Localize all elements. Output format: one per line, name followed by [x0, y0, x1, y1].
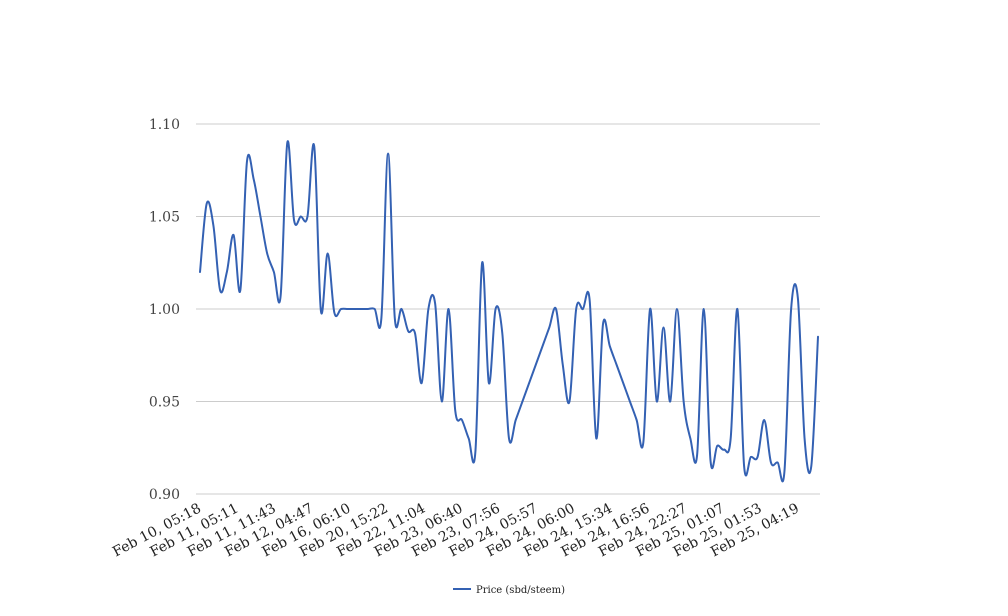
series-layer — [199, 140, 819, 483]
y-tick-label: 1.10 — [149, 117, 180, 133]
y-tick-label: 0.95 — [149, 395, 180, 411]
y-tick-label: 0.90 — [149, 487, 180, 503]
y-tick-label: 1.05 — [149, 210, 180, 226]
y-tick-label: 1.00 — [149, 302, 180, 318]
legend[interactable]: Price (sbd/steem) — [453, 585, 565, 596]
series-line-price — [199, 140, 819, 483]
y-axis-ticks: 0.90 0.95 1.00 1.05 1.10 — [149, 117, 180, 503]
legend-label: Price (sbd/steem) — [476, 585, 565, 596]
